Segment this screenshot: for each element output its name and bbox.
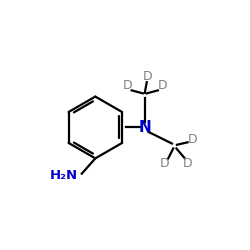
Text: D: D bbox=[160, 157, 169, 170]
Text: N: N bbox=[138, 120, 151, 135]
Text: D: D bbox=[157, 79, 167, 92]
Text: D: D bbox=[183, 157, 193, 170]
Text: D: D bbox=[188, 132, 197, 145]
Text: D: D bbox=[123, 79, 132, 92]
Text: H₂N: H₂N bbox=[50, 169, 78, 182]
Text: D: D bbox=[142, 70, 152, 83]
